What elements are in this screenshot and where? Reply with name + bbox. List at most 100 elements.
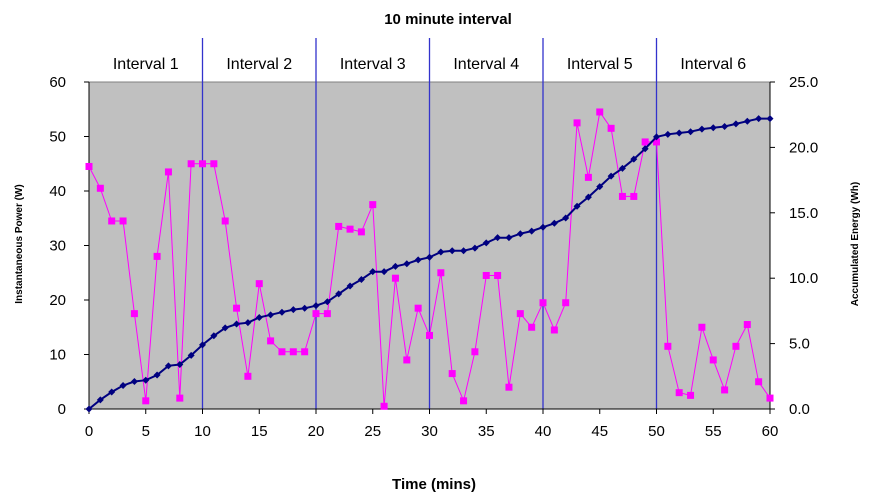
energy-point-marker <box>403 260 411 268</box>
interval-labels: Interval 1 Interval 2 Interval 3 Interval 4… <box>113 56 746 73</box>
interval-label: Interval 2 <box>226 56 292 73</box>
power-point-marker <box>267 337 275 345</box>
x-tick-label: 15 <box>251 423 268 440</box>
power-point-marker <box>153 252 161 260</box>
y-left-tick-label: 50 <box>49 129 66 146</box>
energy-point-marker <box>164 362 172 370</box>
power-point-marker <box>471 348 479 356</box>
energy-point-marker <box>630 155 638 163</box>
y-right-tick-label: 0.0 <box>789 401 810 418</box>
energy-point-marker <box>233 320 241 328</box>
power-point-marker <box>221 217 229 225</box>
interval-label: Interval 6 <box>680 56 746 73</box>
power-point-marker <box>766 394 774 402</box>
x-tick-label: 0 <box>85 423 93 440</box>
power-point-marker <box>199 160 206 168</box>
power-point-marker <box>732 342 740 350</box>
power-point-marker <box>187 160 195 168</box>
chart-title: 10 minute interval <box>384 11 512 28</box>
energy-point-marker <box>562 214 570 222</box>
x-tick-label: 20 <box>308 423 325 440</box>
energy-point-marker <box>732 120 740 128</box>
power-point-marker <box>403 356 411 364</box>
energy-point-marker <box>539 223 547 231</box>
x-tick-label: 10 <box>194 423 211 440</box>
y-right-tick-label: 15.0 <box>789 205 818 222</box>
energy-point-marker <box>528 227 536 235</box>
power-point-marker <box>494 271 502 279</box>
power-point-marker <box>448 370 456 378</box>
power-point-marker <box>664 342 672 350</box>
energy-point-marker <box>698 125 706 133</box>
y-left-tick-label: 10 <box>49 347 66 364</box>
energy-point-marker <box>187 351 195 359</box>
power-point-marker <box>709 356 717 364</box>
energy-point-marker <box>550 219 558 227</box>
interval-label: Interval 3 <box>340 56 406 73</box>
energy-point-marker <box>607 172 615 180</box>
power-point-marker <box>369 201 377 209</box>
power-point-marker <box>312 310 320 318</box>
y-left-tick-label: 30 <box>49 238 66 255</box>
energy-point-marker <box>369 268 377 276</box>
interval-label: Interval 4 <box>453 56 519 73</box>
x-tick-label: 50 <box>648 423 665 440</box>
energy-point-marker <box>709 124 717 132</box>
energy-point-marker <box>505 234 513 242</box>
energy-point-marker <box>641 145 649 153</box>
power-point-marker <box>698 323 706 331</box>
energy-point-marker <box>278 308 286 316</box>
energy-point-marker <box>664 130 672 138</box>
energy-point-marker <box>414 256 422 264</box>
power-point-marker <box>584 173 592 181</box>
power-point-marker <box>675 389 683 397</box>
power-point-marker <box>335 222 343 230</box>
power-point-marker <box>573 119 581 127</box>
power-point-marker <box>380 402 388 410</box>
energy-point-marker <box>437 248 445 256</box>
energy-point-marker <box>573 202 581 210</box>
energy-point-marker <box>153 371 161 379</box>
energy-point-marker <box>380 268 388 276</box>
energy-point-marker <box>653 133 660 141</box>
power-point-marker <box>528 323 536 331</box>
energy-point-marker <box>244 319 252 327</box>
power-point-marker <box>743 321 751 329</box>
energy-point-marker <box>721 122 729 130</box>
power-point-marker <box>641 138 649 146</box>
power-point-marker <box>414 304 422 312</box>
x-tick-label: 45 <box>591 423 608 440</box>
power-point-marker <box>437 269 445 277</box>
energy-point-marker <box>221 324 229 332</box>
x-tick-label: 5 <box>142 423 150 440</box>
power-point-marker <box>482 271 490 279</box>
power-point-marker <box>289 348 297 356</box>
y-right-tick-label: 5.0 <box>789 336 810 353</box>
x-tick-label: 35 <box>478 423 495 440</box>
x-axis-label: Time (mins) <box>392 476 476 493</box>
power-point-marker <box>142 397 150 405</box>
energy-point-marker <box>130 378 138 386</box>
power-point-marker <box>653 138 660 146</box>
interval-label: Interval 5 <box>567 56 633 73</box>
y-left-tick-label: 20 <box>49 292 66 309</box>
energy-point-marker <box>199 341 206 349</box>
energy-point-marker <box>755 115 763 123</box>
power-point-marker <box>278 348 286 356</box>
series-right-group <box>85 115 774 413</box>
interval-label: Interval 1 <box>113 56 179 73</box>
energy-point-marker <box>426 253 433 261</box>
energy-point-marker <box>176 361 184 369</box>
power-point-marker <box>596 108 604 116</box>
power-point-marker <box>85 162 93 170</box>
energy-point-marker <box>494 234 502 242</box>
energy-point-marker <box>96 396 104 404</box>
power-point-marker <box>323 310 331 318</box>
power-point-marker <box>164 168 172 176</box>
power-point-marker <box>108 217 116 225</box>
power-point-marker <box>119 217 127 225</box>
power-point-marker <box>607 124 615 132</box>
power-point-marker <box>357 228 365 236</box>
power-point-marker <box>233 304 241 312</box>
power-point-marker <box>516 310 524 318</box>
